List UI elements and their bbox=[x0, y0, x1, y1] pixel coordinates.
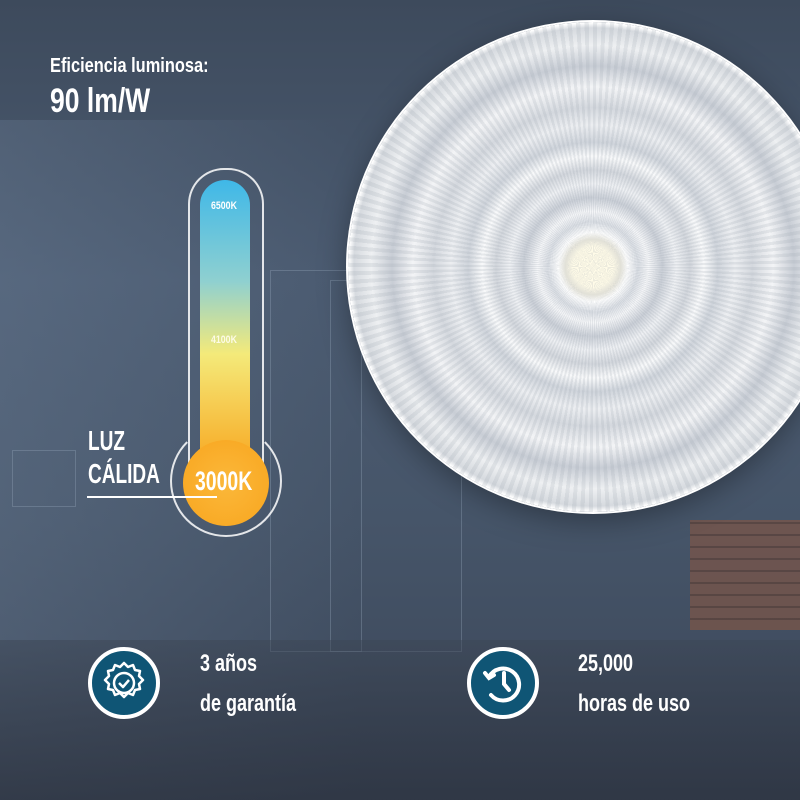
thermometer-outline bbox=[188, 168, 264, 470]
warranty-line2: de garantía bbox=[200, 690, 297, 717]
warranty-line1: 3 años bbox=[200, 650, 258, 677]
thermometer-bulb bbox=[183, 440, 269, 526]
brick-wall bbox=[690, 520, 800, 630]
wall-picture bbox=[12, 450, 76, 507]
lifetime-line2: horas de uso bbox=[578, 690, 691, 717]
caption-luz: LUZ bbox=[88, 425, 126, 456]
thermometer-bulb-outline bbox=[170, 425, 282, 537]
caption-underline bbox=[87, 496, 217, 498]
led-bulb-lens bbox=[348, 22, 800, 512]
caption-calida: CÁLIDA bbox=[88, 458, 160, 489]
tick-4100k: 4100K bbox=[211, 334, 237, 346]
thermometer-tube bbox=[200, 180, 250, 470]
warranty-badge-icon bbox=[88, 647, 160, 719]
clock-history-icon bbox=[467, 647, 539, 719]
efficiency-label: Eficiencia luminosa: bbox=[50, 55, 209, 77]
selected-temperature: 3000K bbox=[195, 466, 253, 496]
tick-6500k: 6500K bbox=[211, 200, 237, 212]
lifetime-line1: 25,000 bbox=[578, 650, 634, 677]
efficiency-value: 90 lm/W bbox=[50, 82, 151, 120]
